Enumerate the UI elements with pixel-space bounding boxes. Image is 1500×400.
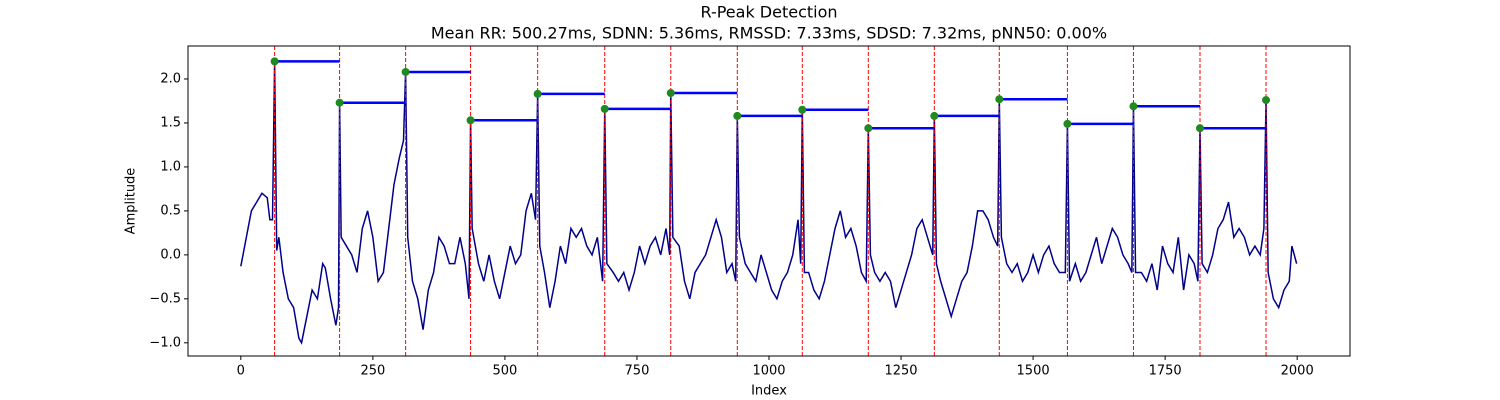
y-tick-label: 1.5 <box>160 115 181 130</box>
r-peak <box>666 89 675 98</box>
x-tick-label: 1500 <box>1017 364 1050 379</box>
r-peak <box>533 89 542 98</box>
y-tick-label: 2.0 <box>160 71 181 86</box>
x-tick-label: 2000 <box>1281 364 1314 379</box>
r-peak <box>733 111 742 120</box>
r-peak <box>270 57 279 66</box>
y-tick-label: −0.5 <box>149 291 181 306</box>
signal-line <box>240 61 1298 345</box>
r-peak <box>1129 102 1138 111</box>
r-peak <box>1063 119 1072 128</box>
r-peak <box>335 98 344 107</box>
r-peak <box>1195 124 1204 133</box>
chart-title: R-Peak Detection <box>700 3 837 22</box>
chart-subtitle: Mean RR: 500.27ms, SDNN: 5.36ms, RMSSD: … <box>431 24 1107 43</box>
r-peak <box>798 105 807 114</box>
r-peak <box>600 104 609 113</box>
y-tick-label: −1.0 <box>149 335 181 350</box>
x-tick-label: 250 <box>360 364 385 379</box>
r-peak <box>1262 96 1271 105</box>
x-tick-label: 750 <box>625 364 650 379</box>
y-tick-label: 0.5 <box>160 203 181 218</box>
x-tick-label: 500 <box>492 364 517 379</box>
x-tick-label: 1000 <box>752 364 785 379</box>
y-tick-label: 1.0 <box>160 159 181 174</box>
y-tick-label: 0.0 <box>160 247 181 262</box>
y-axis-label: Amplitude <box>124 168 139 235</box>
r-peak <box>930 111 939 120</box>
x-tick-label: 1250 <box>884 364 917 379</box>
x-axis-label: Index <box>751 384 787 399</box>
x-tick-label: 1750 <box>1149 364 1182 379</box>
r-peak <box>864 124 873 133</box>
plot-frame <box>187 45 1351 357</box>
r-peak <box>995 95 1004 104</box>
r-peak <box>401 67 410 76</box>
x-tick-label: 0 <box>237 364 245 379</box>
r-peak <box>466 116 475 125</box>
